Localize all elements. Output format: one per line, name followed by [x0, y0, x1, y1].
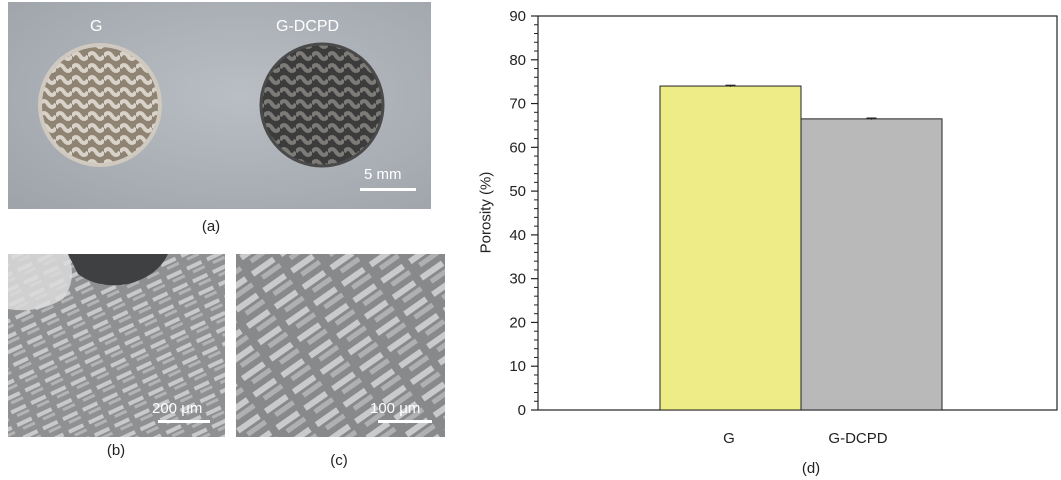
bar-g	[659, 85, 802, 411]
x-tick-label: G-DCPD	[828, 430, 887, 447]
y-tick-label: 40	[509, 227, 526, 244]
caption-b: (b)	[106, 442, 126, 459]
scalebar-b	[158, 420, 210, 423]
sem-texture-c	[236, 254, 445, 437]
scalebar-label-a: 5 mm	[364, 166, 402, 183]
scalebar-label-c: 100 μm	[370, 400, 421, 417]
scaffold-discs	[38, 42, 385, 168]
label-g: G	[90, 18, 103, 35]
scaffold-g-dcpd	[261, 44, 383, 166]
caption-a: (a)	[201, 218, 221, 235]
y-tick-label: 50	[509, 183, 526, 200]
bar-g-dcpd	[800, 118, 943, 411]
y-tick-label: 70	[509, 96, 526, 113]
y-tick-label: 10	[509, 358, 526, 375]
scalebar-a	[360, 188, 416, 191]
scalebar-c	[378, 420, 432, 423]
y-tick-label: 0	[518, 402, 526, 419]
caption-c: (c)	[330, 452, 348, 469]
sem-image-low-mag: 200 μm	[8, 254, 225, 437]
x-tick-label: G	[723, 430, 735, 447]
y-tick-label: 80	[509, 52, 526, 69]
label-g-dcpd: G-DCPD	[276, 18, 340, 35]
y-tick-label: 20	[509, 314, 526, 331]
sem-image-high-mag: 100 μm	[236, 254, 445, 437]
sem-texture-b	[8, 254, 225, 437]
caption-d: (d)	[801, 460, 821, 477]
scaffold-g	[40, 45, 160, 165]
y-tick-label: 90	[509, 8, 526, 25]
y-tick-label: 30	[509, 271, 526, 288]
y-tick-label: 60	[509, 139, 526, 156]
scaffold-photo: G G-DCPD 5 mm	[8, 2, 431, 209]
scalebar-label-b: 200 μm	[152, 400, 203, 417]
